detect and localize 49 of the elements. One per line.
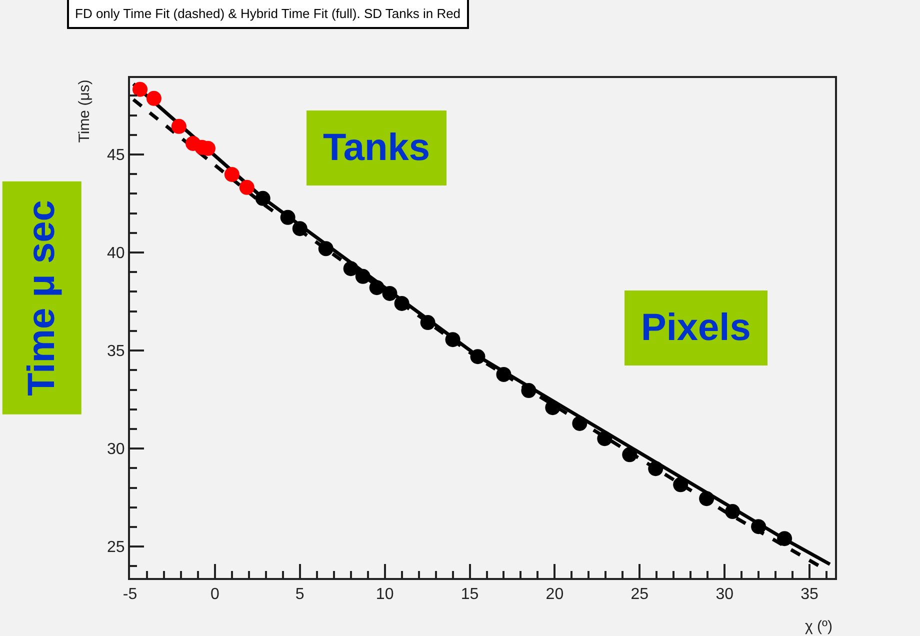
x-tick-label: 25 xyxy=(630,586,649,604)
point xyxy=(445,332,460,348)
point xyxy=(751,519,766,534)
point xyxy=(239,180,254,195)
x-axis-title: χ (º) xyxy=(805,618,833,635)
point xyxy=(355,268,370,284)
x-tick-label: 10 xyxy=(376,586,394,604)
point xyxy=(521,383,536,398)
point xyxy=(292,221,308,236)
point xyxy=(318,241,334,256)
point xyxy=(394,296,410,311)
point xyxy=(777,531,792,546)
point xyxy=(699,491,714,506)
point xyxy=(622,447,638,462)
y-axis-title: Time (μs) xyxy=(76,80,93,143)
point xyxy=(382,286,398,301)
point xyxy=(725,504,740,520)
point xyxy=(146,90,162,106)
point xyxy=(470,349,486,364)
x-tick-label: 0 xyxy=(210,586,220,604)
point xyxy=(545,400,560,416)
x-tick-label: 20 xyxy=(546,586,564,604)
y-tick-label: 30 xyxy=(107,441,125,458)
chart-title: FD only Time Fit (dashed) & Hybrid Time Fit (full). SD Tanks in Red xyxy=(75,6,461,21)
point xyxy=(280,210,296,225)
x-tick-label: 15 xyxy=(460,586,479,604)
point xyxy=(369,280,384,296)
point xyxy=(420,315,436,330)
x-tick-label: 5 xyxy=(295,586,304,604)
x-tick-label: 35 xyxy=(800,586,819,604)
x-tick-label: -5 xyxy=(122,586,138,604)
point xyxy=(496,366,512,382)
y-tick-label: 45 xyxy=(107,147,125,164)
annotation: Tanks xyxy=(323,127,430,169)
text: Time μ sec xyxy=(20,200,63,396)
point xyxy=(673,477,688,492)
y-tick-label: 35 xyxy=(107,343,125,360)
annotation: Pixels xyxy=(641,307,751,349)
point xyxy=(171,118,186,134)
y-tick-label: 40 xyxy=(107,245,125,262)
point xyxy=(572,416,588,431)
point xyxy=(255,190,270,206)
point xyxy=(224,166,240,182)
x-tick-label: 30 xyxy=(716,586,734,604)
point xyxy=(597,431,612,446)
y-tick-label: 25 xyxy=(107,539,125,556)
point xyxy=(648,461,664,476)
point xyxy=(132,82,148,97)
point xyxy=(343,261,358,276)
